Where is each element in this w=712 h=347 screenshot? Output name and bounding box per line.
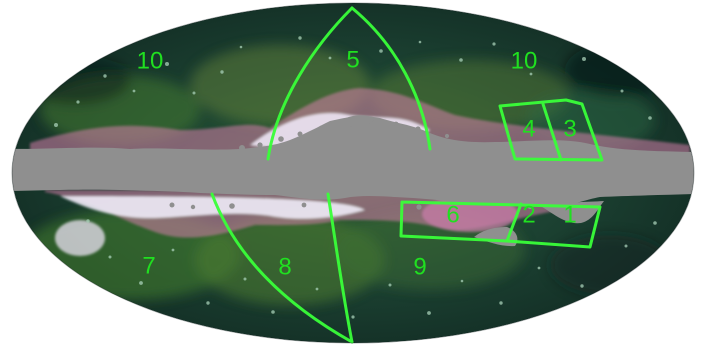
south-white-patch: [55, 220, 105, 256]
point-source: [86, 219, 90, 223]
point-source: [351, 315, 355, 319]
point-source: [620, 89, 624, 93]
mask-speckle: [318, 125, 324, 131]
region-label-1: 1: [563, 201, 576, 228]
point-source: [315, 287, 319, 291]
point-source: [388, 283, 392, 287]
point-source: [132, 89, 136, 93]
southern-boundary-line: [210, 192, 354, 344]
sky-outline: [11, 2, 695, 344]
point-source: [103, 74, 107, 78]
south-box-divider: [505, 202, 523, 243]
plane-mask-north-bump: [340, 115, 376, 127]
mask-speckle: [278, 136, 284, 142]
point-source: [192, 91, 196, 95]
mask-speckle: [169, 202, 175, 208]
point-source: [328, 56, 332, 60]
point-source: [537, 266, 541, 270]
mask-speckle: [444, 133, 450, 139]
point-source: [427, 311, 431, 315]
region-label-9: 9: [413, 253, 426, 280]
point-source: [76, 100, 80, 104]
point-source: [108, 255, 112, 259]
mask-speckle: [415, 126, 421, 132]
point-source: [653, 221, 657, 225]
point-source: [582, 57, 586, 61]
region-labels: 10 5 10 4 3 6 2 1 7 8 9: [137, 46, 577, 280]
region-5-boundary-left: [266, 6, 354, 161]
region-label-10-right: 10: [511, 47, 538, 74]
point-source: [459, 58, 463, 62]
point-source: [165, 62, 169, 66]
point-source: [271, 310, 275, 314]
dark-cloud: [565, 42, 675, 98]
south-box-outline: [399, 200, 602, 249]
point-source: [220, 70, 224, 74]
point-source: [54, 123, 58, 127]
point-source: [499, 301, 503, 305]
mask-speckle: [297, 131, 303, 137]
region-label-2: 2: [522, 201, 535, 228]
mask-speckle: [416, 204, 422, 210]
mask-speckle: [190, 204, 196, 210]
point-source: [492, 42, 496, 46]
region-boundaries: [210, 6, 604, 344]
region-label-10-left: 10: [137, 47, 164, 74]
southern-boundary-line: [326, 192, 354, 344]
region-label-6: 6: [446, 201, 459, 228]
mask-speckle: [257, 142, 263, 148]
region-label-4: 4: [522, 115, 535, 142]
galactic-plane-mask: [12, 115, 694, 247]
mask-speckle: [393, 121, 399, 127]
south-white-core: [60, 196, 365, 219]
mask-speckle: [301, 202, 307, 208]
point-source: [239, 45, 243, 49]
point-source: [580, 284, 584, 288]
point-source: [648, 116, 652, 120]
mask-speckle: [229, 203, 235, 209]
point-sources: [54, 36, 657, 319]
point-source: [206, 301, 210, 305]
point-source: [139, 281, 143, 285]
north-box-outline: [498, 98, 604, 162]
point-source: [298, 36, 302, 40]
green-cloud: [195, 215, 385, 305]
north-box-divider: [541, 102, 563, 162]
point-source: [243, 277, 247, 281]
region-label-7: 7: [142, 252, 155, 279]
point-source: [418, 40, 422, 44]
point-source: [379, 49, 383, 53]
point-source: [529, 72, 533, 76]
region-label-3: 3: [563, 115, 576, 142]
region-label-8: 8: [278, 253, 291, 280]
plane-mask-band: [12, 116, 694, 206]
mask-edge-speckles: [169, 121, 533, 210]
mask-speckle: [239, 145, 245, 151]
point-source: [171, 248, 175, 252]
point-source: [460, 279, 464, 283]
dark-cloud: [21, 55, 131, 105]
sky-texture: [20, 42, 675, 305]
region-5-boundary-right: [350, 6, 432, 151]
point-source: [624, 244, 628, 248]
region-label-5: 5: [346, 46, 359, 73]
